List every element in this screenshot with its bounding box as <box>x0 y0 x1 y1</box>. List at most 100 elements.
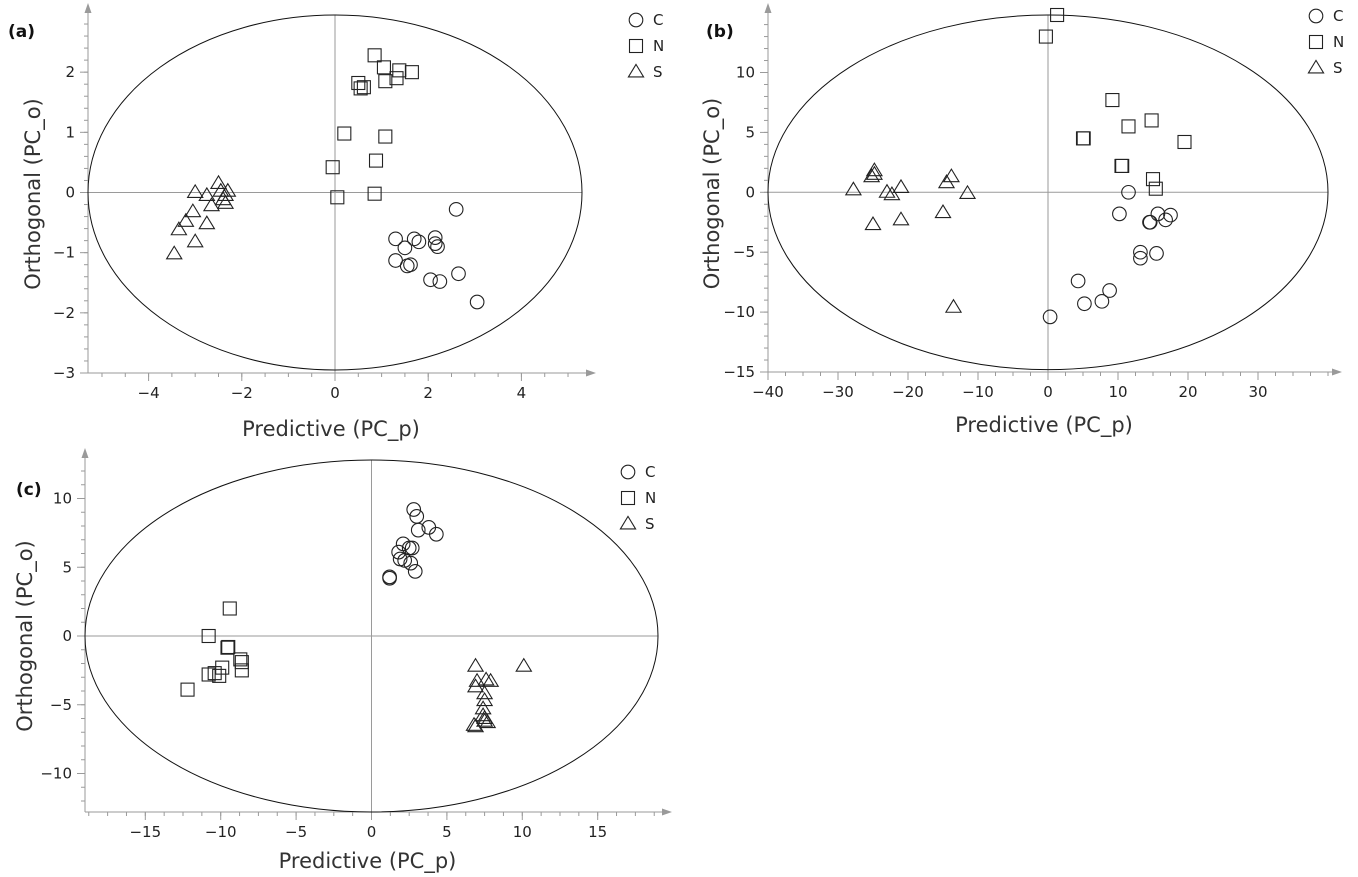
legend: CNS <box>627 11 664 81</box>
point-N <box>389 71 404 86</box>
point-N <box>1050 7 1065 23</box>
x-tick-label: 15 <box>588 823 607 841</box>
legend-marker-S <box>619 515 637 530</box>
point-N <box>1076 131 1091 146</box>
point-C <box>448 201 464 217</box>
point-C <box>423 272 438 288</box>
point-S <box>865 165 883 180</box>
point-N <box>212 668 227 683</box>
point-C <box>1102 283 1117 298</box>
point-S <box>883 186 901 201</box>
point-N <box>1144 113 1159 128</box>
point-C <box>410 522 426 538</box>
point-N <box>1075 131 1091 146</box>
point-N <box>337 126 352 141</box>
x-tick-label: −15 <box>129 823 161 841</box>
y-axis-arrow <box>81 448 89 458</box>
point-N <box>201 667 216 682</box>
x-tick-label: 10 <box>513 823 532 841</box>
y-tick-label: −10 <box>40 765 72 783</box>
point-S <box>216 194 235 209</box>
x-tick-label: −2 <box>231 384 253 402</box>
legend-label-C: C <box>653 11 663 29</box>
point-N <box>376 60 391 75</box>
point-N <box>404 65 419 80</box>
point-S <box>186 233 204 248</box>
x-tick-label: −10 <box>205 823 237 841</box>
point-S <box>202 197 221 212</box>
y-tick-label: 0 <box>62 627 72 645</box>
point-C <box>1121 184 1136 200</box>
point-N <box>378 74 393 89</box>
x-tick-label: 0 <box>367 823 377 841</box>
x-tick-label: 2 <box>423 384 433 402</box>
point-S <box>198 186 216 201</box>
y-tick-label: −5 <box>733 243 755 261</box>
point-N <box>234 655 249 670</box>
point-C <box>407 564 423 579</box>
legend-marker-S <box>627 63 645 78</box>
legend-label-S: S <box>653 63 663 81</box>
y-axis-label: Orthogonal (PC_o) <box>700 98 725 289</box>
confidence-ellipse <box>84 459 659 813</box>
x-axis-label: Predictive (PC_p) <box>955 413 1133 438</box>
point-S <box>170 221 188 236</box>
point-C <box>403 257 418 273</box>
legend-marker-N <box>620 490 636 506</box>
x-tick-label: −10 <box>962 383 994 401</box>
point-N <box>1114 158 1129 173</box>
point-S <box>466 718 485 733</box>
x-axis-label: Predictive (PC_p) <box>242 417 420 442</box>
y-tick-label: −10 <box>723 303 755 321</box>
x-axis-arrow <box>662 808 672 816</box>
point-N <box>1121 119 1136 134</box>
point-C <box>428 526 444 542</box>
point-S <box>165 245 183 260</box>
point-C <box>1077 296 1092 312</box>
point-N <box>351 75 366 91</box>
point-S <box>466 657 485 672</box>
point-N <box>392 63 407 78</box>
legend: CNS <box>619 463 656 533</box>
point-C <box>469 294 485 310</box>
point-S <box>844 181 862 196</box>
y-tick-label: 5 <box>62 558 72 576</box>
legend-label-N: N <box>1333 33 1344 51</box>
x-tick-label: 5 <box>442 823 452 841</box>
panel-label: (b) <box>706 22 734 42</box>
point-S <box>216 186 235 201</box>
point-S <box>466 678 485 693</box>
legend-marker-N <box>1308 34 1324 50</box>
confidence-ellipse <box>767 14 1329 371</box>
point-C <box>388 231 403 247</box>
point-N <box>180 682 195 697</box>
point-C <box>427 236 443 251</box>
point-N <box>201 628 216 644</box>
point-N <box>353 81 368 96</box>
point-N <box>378 129 393 144</box>
legend: CNS <box>1307 7 1344 77</box>
point-S <box>465 716 483 731</box>
point-N <box>234 663 249 678</box>
y-tick-label: 10 <box>53 490 72 508</box>
point-N <box>1148 181 1163 196</box>
point-S <box>479 713 497 729</box>
y-tick-label: −5 <box>50 696 72 714</box>
point-N <box>368 153 384 168</box>
point-S <box>214 191 232 206</box>
point-C <box>1163 207 1178 223</box>
point-N <box>325 160 340 175</box>
x-tick-label: −40 <box>752 383 784 401</box>
point-N <box>330 190 345 205</box>
point-N <box>221 639 236 655</box>
point-S <box>477 671 495 686</box>
point-S <box>863 168 881 183</box>
x-axis-label: Predictive (PC_p) <box>279 849 457 874</box>
y-tick-label: 0 <box>65 183 75 201</box>
point-C <box>1142 214 1158 230</box>
point-N <box>222 601 237 616</box>
y-tick-label: −2 <box>53 304 75 322</box>
point-C <box>430 239 445 254</box>
x-tick-label: 10 <box>1108 383 1127 401</box>
point-C <box>451 266 466 282</box>
